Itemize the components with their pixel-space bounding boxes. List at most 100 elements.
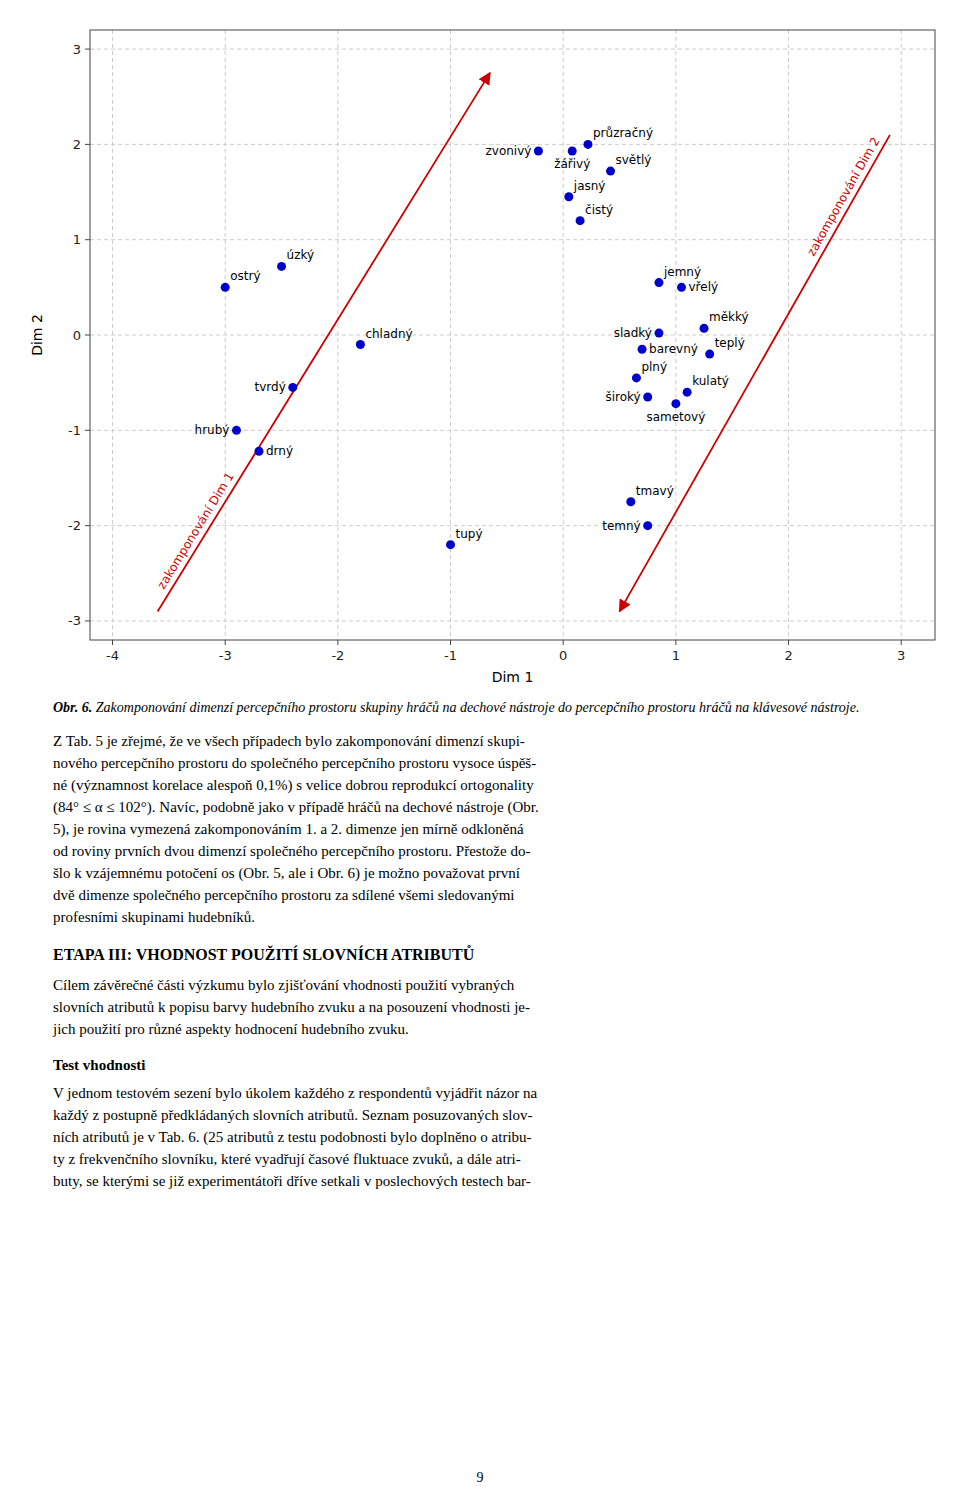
- body-line: buty, se kterými se již experimentátoři …: [53, 1173, 531, 1189]
- tick-label-y: -3: [68, 613, 81, 628]
- tick-y: [85, 49, 90, 50]
- caption-line: Zakomponování dimenzí percepčního prosto…: [92, 700, 859, 715]
- point-label: sladký: [614, 326, 652, 340]
- arrow: [620, 135, 890, 612]
- body-line: od roviny prvních dvou dimenzí společnéh…: [53, 843, 530, 859]
- tick-label-y: -2: [68, 518, 81, 533]
- point-label: hrubý: [195, 423, 230, 437]
- body-line: jich použití pro různé aspekty hodnocení…: [52, 1021, 409, 1037]
- marks: [158, 73, 890, 612]
- point: [564, 192, 573, 201]
- body-line: nového percepčního prostoru do společnéh…: [53, 755, 536, 771]
- subsection-title: Test vhodnosti: [53, 1057, 145, 1073]
- tick-y: [85, 525, 90, 526]
- tick-x: [675, 640, 676, 645]
- point-label: tupý: [456, 527, 483, 541]
- grid-line-x: [788, 30, 789, 640]
- grid-line-y: [90, 49, 935, 50]
- tick-label-y: -1: [68, 423, 81, 438]
- arrow-label: zakomponování Dim 1: [154, 470, 236, 591]
- tick-label-x: -1: [444, 648, 457, 663]
- point: [288, 383, 297, 392]
- point-label: sametový: [646, 410, 705, 424]
- tick-y: [85, 430, 90, 431]
- point-label: průzračný: [593, 126, 653, 140]
- body-line: každý z postupně předkládaných slovních …: [53, 1107, 532, 1123]
- tick-y: [85, 144, 90, 145]
- point: [638, 345, 647, 354]
- caption-label: Obr. 6.: [53, 700, 92, 715]
- point: [568, 147, 577, 156]
- point: [232, 426, 241, 435]
- point-label: široký: [605, 390, 640, 404]
- caption: Zakomponování dimenzí percepčního prosto…: [92, 700, 859, 715]
- body-line: V jednom testovém sezení bylo úkolem kaž…: [53, 1085, 538, 1101]
- point: [356, 340, 365, 349]
- section-title: ETAPA III: VHODNOST POUŽITÍ SLOVNÍCH ATR…: [53, 945, 475, 963]
- point-label: úzký: [287, 248, 315, 262]
- point: [277, 262, 286, 271]
- body-line: dvě dimenze společného percepčního prost…: [53, 887, 515, 903]
- point: [583, 140, 592, 149]
- y-axis-label: Dim 2: [29, 314, 45, 356]
- point: [626, 497, 635, 506]
- grid-line-y: [90, 620, 935, 621]
- tick-label-x: -3: [219, 648, 232, 663]
- point-label: tvrdý: [255, 380, 286, 394]
- grid-line-x: [901, 30, 902, 640]
- labels: zakomponování Dim 1zakomponování Dim 2os…: [154, 126, 882, 591]
- tick-label-x: 2: [784, 648, 792, 663]
- tick-label-x: 3: [897, 648, 905, 663]
- page: -4-3-2-10123-3-2-10123Dim 1Dim 2zakompon…: [0, 0, 960, 1501]
- point: [700, 324, 709, 333]
- point: [643, 521, 652, 530]
- point-label: plný: [641, 360, 667, 374]
- tick-x: [112, 640, 113, 645]
- point-label: tmavý: [636, 484, 674, 498]
- tick-label-y: 0: [73, 328, 81, 343]
- point-label: zvonivý: [486, 144, 532, 158]
- point: [221, 283, 230, 292]
- body-line: Cílem závěrečné části výzkumu bylo zjišť…: [53, 977, 515, 993]
- tick-x: [901, 640, 902, 645]
- grid-line-y: [90, 525, 935, 526]
- body-line: ty z frekvenčního slovníku, které vyadřu…: [53, 1151, 521, 1167]
- ticks: -4-3-2-10123-3-2-10123: [68, 42, 905, 663]
- tick-y: [85, 335, 90, 336]
- page-number: 9: [477, 1470, 484, 1485]
- tick-x: [450, 640, 451, 645]
- point: [255, 447, 264, 456]
- point: [643, 392, 652, 401]
- tick-label-y: 2: [73, 137, 81, 152]
- point: [576, 216, 585, 225]
- grid: [90, 30, 935, 640]
- point-label: kulatý: [692, 374, 729, 388]
- x-axis-label: Dim 1: [492, 669, 534, 685]
- point-label: jemný: [663, 265, 701, 279]
- point: [446, 540, 455, 549]
- point: [677, 283, 686, 292]
- body-line: (84° ≤ α ≤ 102°). Navíc, podobně jako v …: [53, 799, 539, 816]
- tick-x: [563, 640, 564, 645]
- tick-x: [337, 640, 338, 645]
- grid-line-y: [90, 239, 935, 240]
- point: [654, 329, 663, 338]
- body-line: ních atributů je v Tab. 6. (25 atributů …: [53, 1129, 532, 1146]
- point-label: drný: [266, 444, 293, 458]
- body-line: slovních atributů k popisu barvy hudební…: [53, 999, 530, 1015]
- point-label: vřelý: [689, 280, 719, 294]
- point-label: žářivý: [554, 157, 590, 171]
- body-line: né (významnost korelace alespoň 0,1%) s …: [53, 777, 534, 794]
- point-label: světlý: [616, 153, 652, 167]
- tick-label-x: 1: [672, 648, 680, 663]
- tick-x: [788, 640, 789, 645]
- point: [683, 388, 692, 397]
- point-label: temný: [602, 519, 640, 533]
- body-line: šlo k vzájemnému potočení os (Obr. 5, al…: [53, 865, 520, 882]
- point-label: ostrý: [230, 269, 260, 283]
- point-label: chladný: [365, 327, 412, 341]
- plot-area: [90, 30, 935, 640]
- point-label: čistý: [585, 203, 613, 217]
- tick-y: [85, 620, 90, 621]
- point: [654, 278, 663, 287]
